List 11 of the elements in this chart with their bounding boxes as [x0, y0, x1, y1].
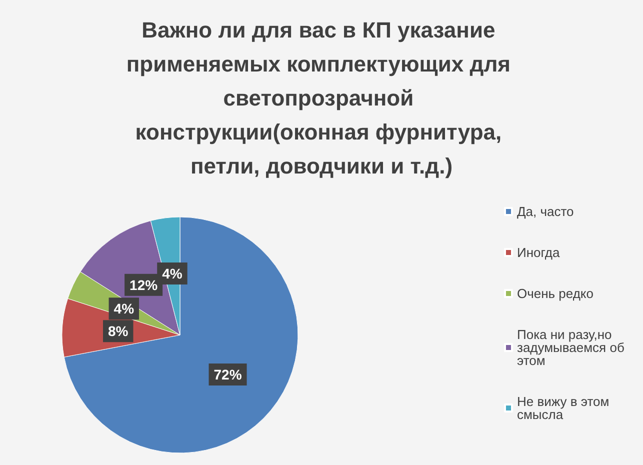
legend-label: Да, часто	[516, 204, 574, 219]
data-label: 4%	[114, 300, 135, 317]
data-label: 72%	[214, 366, 242, 383]
data-label: 8%	[108, 323, 129, 340]
legend-label: Иногда	[516, 245, 560, 260]
legend-label: Очень редко	[516, 286, 594, 301]
chart-title: Важно ли для вас в КП указание применяемых комплектующих для светопрозрачной конструкции(оконная фурнитура, петли, доводчики и т.д.)	[126, 18, 517, 178]
data-label: 4%	[162, 265, 183, 282]
legend-label: Не вижу в этом смысла	[516, 394, 613, 422]
legend-label: Пока ни разу,но задумываемся об этом	[516, 327, 628, 368]
data-label: 12%	[130, 276, 158, 293]
